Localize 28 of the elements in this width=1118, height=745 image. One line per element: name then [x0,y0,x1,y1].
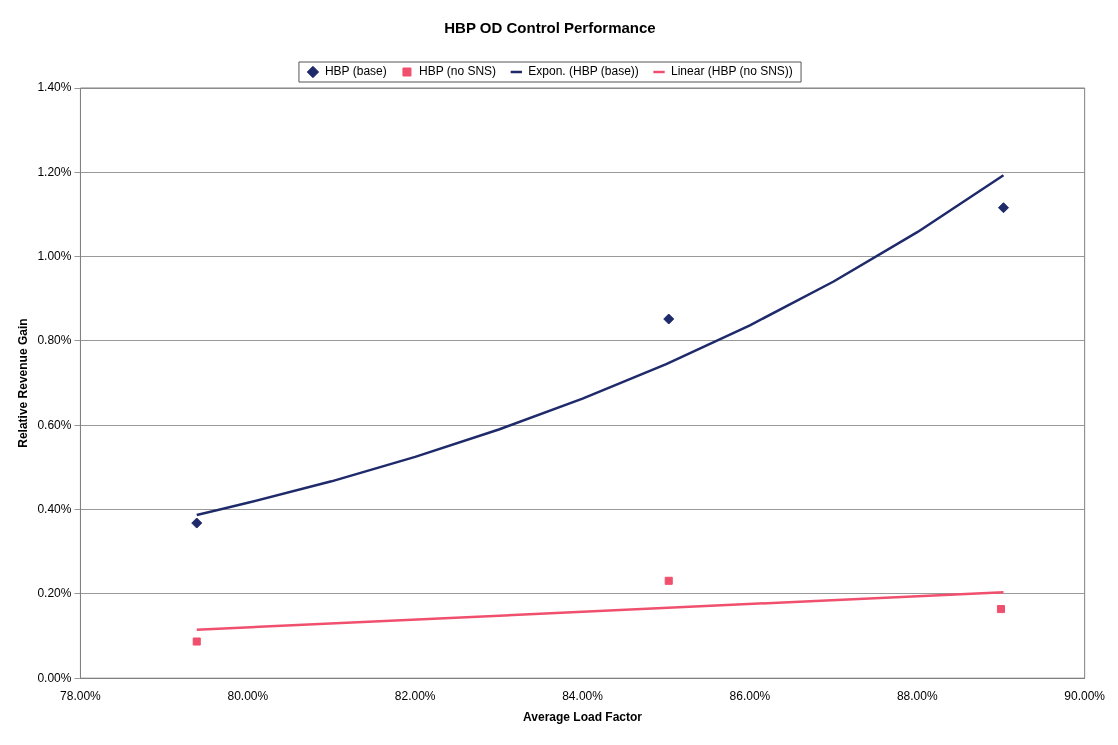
point [191,517,203,529]
point [663,313,675,325]
y-tick-label: 1.40% [37,80,72,95]
x-tick-label: 88.00% [896,688,938,703]
y-axis-title: Relative Revenue Gain [15,318,30,448]
x-tick-label: 90.00% [1064,688,1106,703]
x-axis-title: Average Load Factor [523,710,643,725]
x-tick-label: 84.00% [562,688,604,703]
x-tick-label: 82.00% [394,688,436,703]
legend-label: Linear (HBP (no SNS)) [671,64,793,79]
y-tick-label: 1.20% [37,164,72,179]
y-tick-label: 1.00% [37,248,72,263]
y-tick-label: 0.20% [37,586,72,601]
y-tick-label: 0.60% [37,417,72,432]
y-tick-label: 0.80% [37,333,72,348]
y-tick-label: 0.00% [37,670,72,685]
legend-label: HBP (no SNS) [418,64,497,79]
legend-label: Expon. (HBP (base)) [528,64,639,79]
point [997,202,1009,214]
chart-title: HBP OD Control Performance [444,19,656,37]
point [664,576,673,585]
x-tick-label: 78.00% [60,688,102,703]
x-tick-label: 80.00% [227,688,269,703]
point [996,605,1005,614]
point [192,637,201,646]
y-tick-label: 0.40% [37,501,72,516]
legend-label: HBP (base) [324,64,387,79]
x-tick-label: 86.00% [729,688,771,703]
